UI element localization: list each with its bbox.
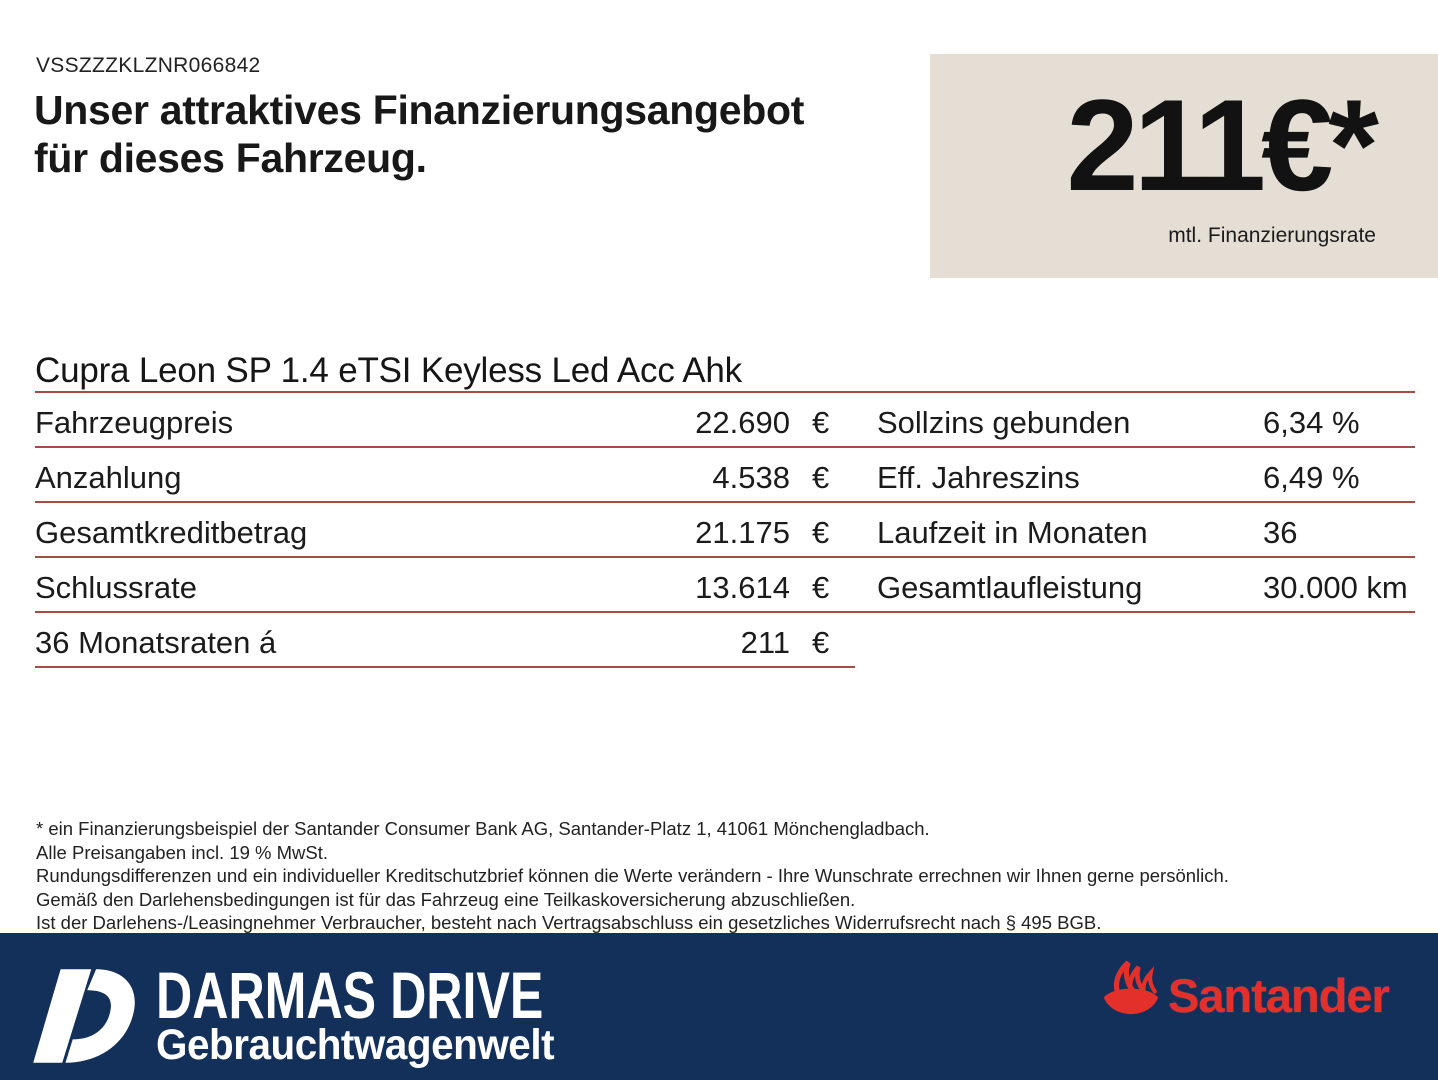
row-label: Eff. Jahreszins <box>877 460 1080 495</box>
headline-line2: für dieses Fahrzeug. <box>34 135 427 181</box>
santander-logo: Santander <box>1102 956 1390 1023</box>
finance-table-right: Sollzins gebunden 6,34 % Eff. Jahreszins… <box>855 393 1415 613</box>
disclaimer-line: Ist der Darlehens-/Leasingnehmer Verbrau… <box>36 912 1102 934</box>
darmas-drive-logo-icon <box>33 969 135 1063</box>
table-row-jahreszins: Eff. Jahreszins 6,49 % <box>855 448 1415 503</box>
disclaimer-line: Gemäß den Darlehensbedingungen ist für d… <box>36 888 856 910</box>
finance-details-table: Fahrzeugpreis 22.690 € Anzahlung 4.538 €… <box>35 391 1415 668</box>
disclaimer-line: Rundungsdifferenzen und ein individuelle… <box>36 865 1229 887</box>
monthly-rate-caption: mtl. Finanzierungsrate <box>1168 224 1376 247</box>
row-value: 4.538 <box>712 460 790 495</box>
santander-wordmark: Santander <box>1168 969 1390 1022</box>
row-label: Gesamtlaufleistung <box>877 570 1143 605</box>
table-row-fahrzeugpreis: Fahrzeugpreis 22.690 € <box>35 393 855 448</box>
disclaimer-line: * ein Finanzierungsbeispiel der Santande… <box>36 818 930 839</box>
table-row-monatsraten: 36 Monatsraten á 211 € <box>35 613 855 668</box>
headline-line1: Unser attraktives Finanzierungsangebot <box>34 87 805 133</box>
row-unit: € <box>812 625 830 660</box>
row-label: Gesamtkreditbetrag <box>35 515 308 550</box>
table-row-laufzeit: Laufzeit in Monaten 36 <box>855 503 1415 558</box>
row-value: 6,34 % <box>1263 405 1360 440</box>
row-label: Anzahlung <box>35 460 182 495</box>
dealer-subtitle: Gebrauchtwagenwelt <box>156 1021 555 1069</box>
row-value: 36 <box>1263 515 1298 550</box>
vehicle-title: Cupra Leon SP 1.4 eTSI Keyless Led Acc A… <box>35 351 742 390</box>
vin-number: VSSZZZKLZNR066842 <box>36 54 261 77</box>
footer-banner <box>0 933 1438 1080</box>
table-row-gesamtkreditbetrag: Gesamtkreditbetrag 21.175 € <box>35 503 855 558</box>
row-label: Laufzeit in Monaten <box>877 515 1148 550</box>
dealer-name: DARMAS DRIVE <box>156 958 544 1032</box>
row-value: 21.175 <box>695 515 790 550</box>
row-label: Fahrzeugpreis <box>35 405 234 440</box>
row-unit: € <box>812 515 830 550</box>
monthly-rate-value: 211€* <box>1066 72 1379 218</box>
row-unit: € <box>812 460 830 495</box>
row-value: 6,49 % <box>1263 460 1360 495</box>
page-title: Unser attraktives Finanzierungsangebot f… <box>34 86 934 182</box>
row-label: 36 Monatsraten á <box>35 625 277 660</box>
row-value: 30.000 km <box>1263 570 1408 605</box>
table-row-anzahlung: Anzahlung 4.538 € <box>35 448 855 503</box>
disclaimer-text: * ein Finanzierungsbeispiel der Santande… <box>36 817 1406 935</box>
monthly-rate-box: 211€* mtl. Finanzierungsrate <box>930 54 1438 278</box>
row-label: Sollzins gebunden <box>877 405 1131 440</box>
finance-table-left: Fahrzeugpreis 22.690 € Anzahlung 4.538 €… <box>35 393 855 668</box>
table-row-sollzins: Sollzins gebunden 6,34 % <box>855 393 1415 448</box>
row-value: 22.690 <box>695 405 790 440</box>
row-label: Schlussrate <box>35 570 197 605</box>
table-row-gesamtlaufleistung: Gesamtlaufleistung 30.000 km <box>855 558 1415 613</box>
row-unit: € <box>812 570 830 605</box>
santander-flame-icon <box>1103 960 1159 1015</box>
row-value: 211 <box>740 625 790 660</box>
row-unit: € <box>812 405 830 440</box>
table-row-schlussrate: Schlussrate 13.614 € <box>35 558 855 613</box>
disclaimer-line: Alle Preisangaben incl. 19 % MwSt. <box>36 841 329 863</box>
row-value: 13.614 <box>695 570 790 605</box>
